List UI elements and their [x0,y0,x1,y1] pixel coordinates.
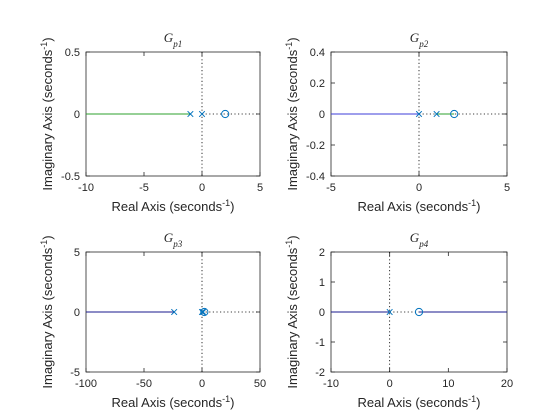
y-axis-label-close: ) [40,37,55,41]
x-axis-label: Real Axis (seconds-1) [112,394,235,410]
y-axis-label-exponent: -1 [284,42,294,50]
pole-marker-stroke [433,110,440,118]
subplot-title-subscript: p4 [418,239,429,249]
y-axis-label-close: ) [285,235,300,239]
zero-marker [450,109,459,119]
y-axis-label-close: ) [40,235,55,239]
subplot-title: Gp4 [410,230,429,249]
zero-marker [414,307,424,317]
y-axis-label-exponent: -1 [284,240,294,248]
subplot-title: Gp3 [164,230,183,249]
pole-marker-stroke [386,308,393,316]
x-axis-label: Real Axis (seconds-1) [358,198,481,214]
x-tick-label: -10 [78,182,94,194]
subplot-title-main: G [410,230,420,245]
x-tick-label: 20 [501,378,513,390]
x-tick-label: 5 [504,182,510,194]
y-tick-label: 0.4 [310,47,325,59]
y-axis-label-close: ) [285,37,300,41]
y-axis-label: Imaginary Axis (seconds-1) [39,37,55,190]
zero-marker [221,109,230,119]
x-tick-label: 5 [257,182,263,194]
x-tick-label: 0 [387,378,393,390]
pole-marker [187,110,194,118]
y-tick-label: 0 [74,109,80,121]
x-axis-label-text: Real Axis (seconds [358,395,469,410]
x-tick-label: 0 [199,378,205,390]
x-tick-label: -10 [323,378,339,390]
y-axis-label-text: Imaginary Axis (seconds [40,49,55,190]
y-axis-label: Imaginary Axis (seconds-1) [284,37,300,190]
y-tick-label: 0.5 [65,47,80,59]
x-axis-label-exponent: -1 [468,198,476,208]
subplot-title-main: G [164,230,174,245]
x-axis-label-close: ) [476,395,480,410]
x-axis-label: Real Axis (seconds-1) [112,198,235,214]
y-tick-label: 0.2 [310,78,325,90]
subplot-2: -5 0 5 -0.4 -0.2 0 0.2 0.4 Gp2 Real Axis (seconds… [284,30,510,214]
x-axis-label-text: Real Axis (seconds [112,395,223,410]
subplot-title: Gp1 [164,30,182,49]
y-axis-label-exponent: -1 [39,240,49,248]
y-axis-label-text: Imaginary Axis (seconds [285,247,300,388]
subplot-title-subscript: p3 [172,239,183,249]
y-tick-label: 1 [319,277,325,289]
x-axis-label-text: Real Axis (seconds [358,199,469,214]
x-axis-label-text: Real Axis (seconds [112,199,223,214]
pole-marker [171,308,178,316]
y-tick-label: 2 [319,247,325,259]
x-tick-label: 10 [442,378,454,390]
x-tick-label: 0 [199,182,205,194]
y-tick-label: 5 [74,247,80,259]
x-tick-label: -5 [326,182,336,194]
pole-marker-stroke [198,308,206,316]
y-axis-label-text: Imaginary Axis (seconds [40,247,55,388]
pole-marker-stroke [198,110,206,118]
x-tick-label: 0 [416,182,422,194]
x-axis-label-close: ) [476,199,480,214]
y-tick-label: -0.4 [306,171,325,183]
pole-marker-stroke [415,110,423,118]
y-axis-label: Imaginary Axis (seconds-1) [284,235,300,388]
x-tick-label: -5 [139,182,149,194]
x-tick-label: 50 [254,378,266,390]
x-axis-label-close: ) [230,199,234,214]
pole-marker-stroke [187,110,194,118]
y-tick-label: -5 [70,367,80,379]
subplot-title-subscript: p1 [172,39,182,49]
subplot-title-main: G [164,30,174,45]
y-tick-label: -2 [315,367,325,379]
pole-marker [198,308,206,316]
y-tick-label: -0.5 [61,171,80,183]
pole-marker [415,110,423,118]
y-tick-label: -1 [315,337,325,349]
pole-marker [198,110,206,118]
y-tick-label: 0 [319,109,325,121]
y-axis-label: Imaginary Axis (seconds-1) [39,235,55,388]
subplot-title-subscript: p2 [418,39,429,49]
y-axis-label-text: Imaginary Axis (seconds [285,49,300,190]
x-axis-label-exponent: -1 [222,394,230,404]
x-axis-label-exponent: -1 [222,198,230,208]
pole-marker [433,110,440,118]
pole-marker [386,308,393,316]
y-tick-label: 0 [74,307,80,319]
y-axis-label-exponent: -1 [39,42,49,50]
subplot-title: Gp2 [410,30,429,49]
x-axis-label-close: ) [230,395,234,410]
x-axis-label-exponent: -1 [468,394,476,404]
x-axis-label: Real Axis (seconds-1) [358,394,481,410]
x-tick-label: -100 [75,378,97,390]
y-tick-label: 0 [319,307,325,319]
x-tick-label: -50 [136,378,152,390]
zero-marker [200,307,209,317]
y-tick-label: -0.2 [306,140,325,152]
pole-marker-stroke [171,308,178,316]
subplot-title-main: G [410,30,420,45]
